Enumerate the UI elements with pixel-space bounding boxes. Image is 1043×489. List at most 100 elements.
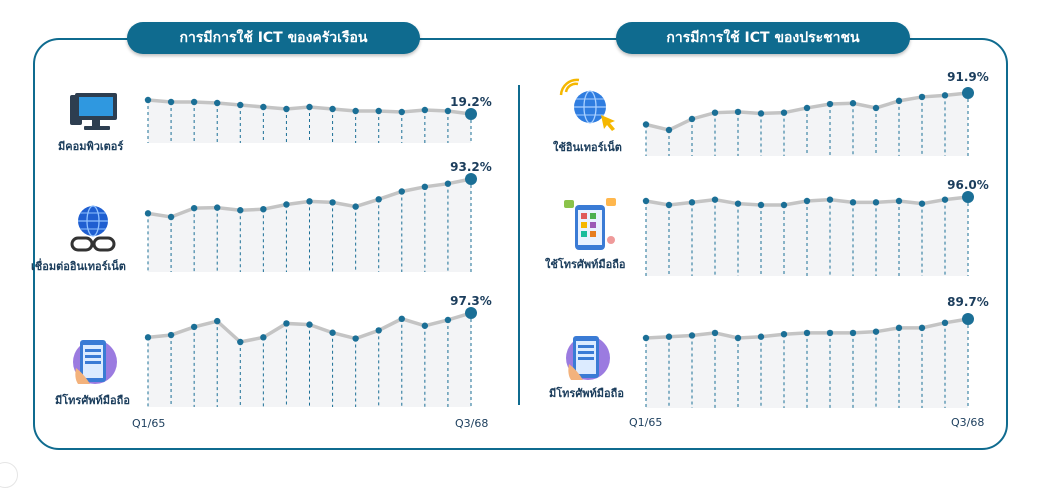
data-point [918,93,926,101]
data-point [237,207,244,214]
data-label: 96.0% [947,178,989,192]
label-household-internet: เชื่อมต่ออินเทอร์เน็ต [31,260,126,273]
data-point [421,322,429,329]
data-point [711,329,719,337]
data-point [962,191,974,203]
label-person-mobile-use: ใช้โทรศัพท์มือถือ [545,258,626,271]
data-point [421,106,429,114]
data-point [941,92,949,99]
data-point [260,334,267,341]
data-point [734,200,742,207]
data-point [144,96,152,104]
data-point [398,315,405,322]
data-point [642,197,650,205]
data-point [665,333,673,340]
data-point [780,201,788,209]
data-point [918,324,926,332]
data-point [375,327,382,334]
data-point [237,101,244,109]
data-point [962,87,974,99]
data-point [780,331,788,338]
data-label: 97.3% [450,294,492,308]
data-point [329,329,336,336]
data-point [214,204,221,211]
data-point [144,334,152,341]
smartphone-apps-icon [564,198,616,250]
data-point [734,334,742,342]
data-point [665,126,673,134]
data-point [895,324,903,332]
household-header: การมีการใช้ ICT ของครัวเรือน [127,22,420,54]
data-point [190,98,198,106]
data-point [283,105,290,113]
axis-start-right: Q1/65 [629,416,663,429]
data-point [895,97,903,105]
smartphone-hand-icon [566,336,610,380]
data-point [962,313,974,325]
data-point [826,329,834,337]
data-point [665,201,673,209]
data-point [329,199,336,206]
series-2: 97.3% [144,294,492,407]
data-point [642,334,650,342]
data-point [849,199,857,206]
data-point [642,121,650,128]
data-point [167,213,175,221]
data-point [398,108,405,116]
data-point [757,333,765,340]
data-point [444,316,452,324]
data-point [237,338,244,346]
data-point [465,173,477,185]
data-point [260,205,267,213]
smartphone-hand-icon [73,340,117,384]
data-point [918,200,926,207]
data-label: 93.2% [450,160,492,174]
data-point [444,107,452,115]
series-area [646,93,968,156]
data-point [849,329,857,337]
axis-start-left: Q1/65 [132,417,166,430]
data-point [167,331,175,339]
data-point [190,204,198,212]
data-point [283,320,290,327]
data-point [849,100,857,107]
series-4: 96.0% [642,178,989,276]
data-point [711,196,719,203]
data-point [757,110,765,117]
data-point [465,307,477,319]
data-point [306,321,313,328]
data-point [398,188,405,195]
data-point [734,108,742,116]
data-point [941,319,949,326]
data-point [283,201,290,208]
globe-chain-icon [70,205,116,252]
series-3: 91.9% [642,70,989,156]
data-point [306,198,313,205]
data-point [803,197,811,205]
data-point [375,107,382,115]
data-point [872,104,880,112]
content-frame [33,38,1008,450]
data-point [941,196,949,203]
data-point [352,107,359,115]
section-divider [518,85,520,405]
data-point [214,317,221,325]
data-point [826,100,834,108]
data-point [214,99,221,107]
data-point [444,180,452,187]
data-point [375,196,382,203]
data-point [688,332,696,339]
data-point [260,103,267,111]
data-label: 91.9% [947,70,989,84]
axis-end-right: Q3/68 [951,416,985,429]
data-point [306,103,313,111]
data-point [329,105,336,113]
series-area [646,197,968,276]
data-label: 89.7% [947,295,989,309]
label-household-mobile: มีโทรศัพท์มือถือ [55,394,130,407]
data-point [421,183,429,191]
data-point [803,104,811,112]
data-point [757,201,765,209]
label-household-computer: มีคอมพิวเตอร์ [58,140,124,153]
